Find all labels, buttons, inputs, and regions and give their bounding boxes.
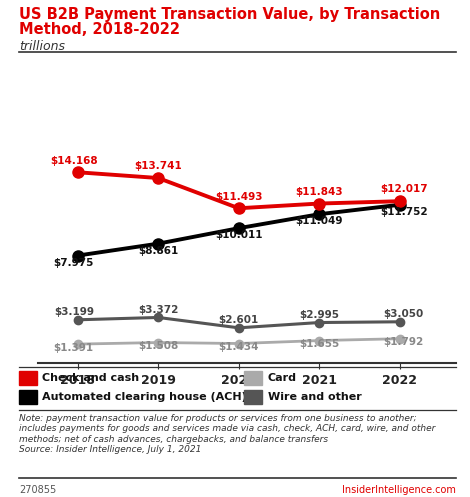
Text: $8.861: $8.861 [138,246,179,256]
Text: Method, 2018-2022: Method, 2018-2022 [19,22,180,37]
Text: $11.843: $11.843 [295,187,343,197]
Text: $1.434: $1.434 [219,342,259,352]
Text: US B2B Payment Transaction Value, by Transaction: US B2B Payment Transaction Value, by Tra… [19,7,440,22]
Text: $13.741: $13.741 [134,162,182,171]
Text: Check and cash: Check and cash [42,373,140,383]
Text: $1.508: $1.508 [138,341,179,351]
Text: $12.017: $12.017 [380,184,427,194]
Text: 270855: 270855 [19,485,56,495]
Text: $11.493: $11.493 [215,191,262,201]
Text: Note: payment transaction value for products or services from one business to an: Note: payment transaction value for prod… [19,414,435,454]
Text: $3.199: $3.199 [54,307,94,317]
Text: $3.050: $3.050 [384,309,424,319]
Text: $1.792: $1.792 [384,337,424,347]
Text: $2.995: $2.995 [299,310,339,320]
Text: InsiderIntelligence.com: InsiderIntelligence.com [342,485,456,495]
Text: $7.975: $7.975 [54,257,94,268]
Text: $3.372: $3.372 [138,305,179,315]
Text: Wire and other: Wire and other [268,392,361,402]
Text: $1.655: $1.655 [299,339,339,349]
Text: Card: Card [268,373,297,383]
Text: trillions: trillions [19,40,65,53]
Text: $2.601: $2.601 [219,315,259,325]
Text: $11.049: $11.049 [296,216,343,226]
Text: $1.391: $1.391 [54,343,94,353]
Text: Automated clearing house (ACH): Automated clearing house (ACH) [42,392,247,402]
Text: $11.752: $11.752 [380,207,427,217]
Text: $10.011: $10.011 [215,230,262,240]
Text: $14.168: $14.168 [50,156,98,166]
